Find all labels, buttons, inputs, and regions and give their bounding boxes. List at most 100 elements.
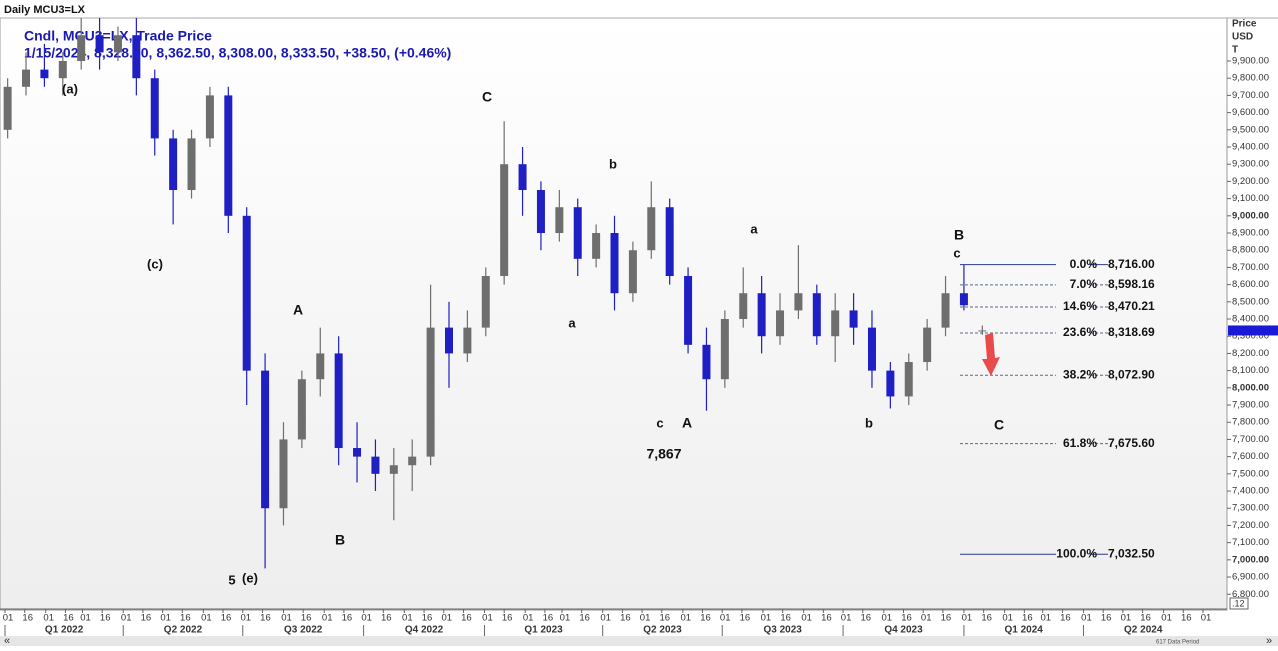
candle-body (720, 319, 729, 380)
y-tick-label: 8,000.00 (1232, 382, 1269, 393)
x-tick-label: 01 (882, 613, 893, 624)
x-tick-label: 16 (780, 613, 791, 624)
x-tick-label: 01 (3, 613, 14, 624)
title-bar (0, 0, 1278, 18)
y-tick-label: 8,500.00 (1232, 296, 1269, 307)
candle-body (500, 164, 509, 277)
x-tick-label: 16 (63, 613, 74, 624)
candle-body (978, 330, 987, 332)
x-tick-label: 16 (700, 613, 711, 624)
candle-body (665, 207, 674, 277)
wave-label: a (568, 315, 576, 330)
y-tick-label: 9,300.00 (1232, 159, 1269, 170)
zoom-value[interactable]: .12 (1232, 598, 1245, 608)
wave-label: c (953, 245, 960, 260)
zoom-box[interactable] (1229, 597, 1249, 610)
y-tick-label: 9,000.00 (1232, 210, 1269, 221)
candle-body (40, 69, 49, 79)
fib-pct-label: 23.6% (1063, 325, 1097, 339)
x-tick-label: 16 (981, 613, 992, 624)
candle-body (169, 138, 178, 191)
wave-label: (c) (147, 256, 163, 271)
candle-body (261, 370, 270, 509)
y-tick-label: 8,900.00 (1232, 228, 1269, 239)
candle-body (95, 35, 104, 53)
y-tick-label: 9,800.00 (1232, 73, 1269, 84)
x-tick-label: 01 (1161, 613, 1172, 624)
candle-body (224, 95, 233, 216)
y-tick-label: 9,100.00 (1232, 193, 1269, 204)
candle-body (22, 69, 31, 87)
candle-body (77, 35, 86, 62)
candle-body (757, 293, 766, 337)
data-period: 617 Data Period (1156, 640, 1199, 646)
fib-pct-label: 7.0% (1070, 277, 1098, 291)
x-tick-label: 01 (640, 613, 651, 624)
candle-body (334, 353, 343, 449)
wave-label: (a) (62, 81, 78, 96)
low-label: 7,867 (646, 446, 681, 462)
candle-body (518, 164, 527, 191)
candle-body (408, 456, 417, 466)
x-tick-label: 01 (1121, 613, 1132, 624)
candle-body (463, 327, 472, 354)
x-tick-label: 16 (22, 613, 33, 624)
axis-header: USD (1232, 32, 1253, 43)
chart-title: Daily MCU3=LX (4, 4, 86, 16)
quarter-label: Q3 2023 (763, 625, 802, 636)
y-tick-label: 6,800.00 (1232, 589, 1269, 600)
quarter-label: Q2 2023 (643, 625, 682, 636)
x-tick-label: 01 (1040, 613, 1051, 624)
x-tick-label: 16 (740, 613, 751, 624)
x-tick-label: 01 (1201, 613, 1212, 624)
scroll-left[interactable]: « (4, 635, 10, 647)
wave-label: B (335, 532, 345, 548)
candle-body (592, 233, 601, 259)
quarter-label: Q3 2022 (284, 625, 323, 636)
wave-label: a (750, 221, 758, 236)
x-tick-label: 01 (761, 613, 772, 624)
scroll-right[interactable]: » (1266, 635, 1272, 647)
x-tick-label: 01 (240, 613, 251, 624)
y-tick-label: 9,500.00 (1232, 124, 1269, 135)
candle-body (150, 78, 159, 139)
y-tick-label: 8,100.00 (1232, 365, 1269, 376)
candle-body (205, 95, 214, 139)
x-tick-label: 16 (660, 613, 671, 624)
x-tick-label: 16 (1140, 613, 1151, 624)
x-tick-label: 16 (461, 613, 472, 624)
quarter-label: Q1 2023 (524, 625, 563, 636)
candle-body (831, 310, 840, 337)
wave-label: C (994, 417, 1004, 433)
x-tick-label: 01 (801, 613, 812, 624)
candle-body (132, 35, 141, 79)
wave-label: b (865, 415, 873, 430)
candle-body (371, 456, 380, 474)
candle-body (279, 439, 288, 509)
x-tick-label: 16 (221, 613, 232, 624)
fib-pct-label: 61.8% (1063, 436, 1097, 450)
x-tick-label: 16 (901, 613, 912, 624)
axis-header: Price (1232, 19, 1257, 30)
x-tick-label: 16 (180, 613, 191, 624)
y-tick-label: 8,200.00 (1232, 348, 1269, 359)
y-tick-label: 9,700.00 (1232, 90, 1269, 101)
last-price-tag (1228, 325, 1278, 336)
candle-body (316, 353, 325, 380)
y-tick-label: 8,400.00 (1232, 314, 1269, 325)
y-tick-label: 7,600.00 (1232, 451, 1269, 462)
fib-price-label: 8,716.00 (1108, 257, 1155, 271)
candle-body (794, 293, 803, 311)
candle-body (684, 276, 693, 345)
quarter-label: Q1 2022 (45, 625, 84, 636)
x-tick-label: 16 (342, 613, 353, 624)
x-tick-label: 01 (402, 613, 413, 624)
y-tick-label: 9,400.00 (1232, 142, 1269, 153)
y-tick-label: 7,100.00 (1232, 537, 1269, 548)
fib-price-label: 8,470.21 (1108, 299, 1155, 313)
x-tick-label: 01 (600, 613, 611, 624)
fib-pct-label: 14.6% (1063, 299, 1097, 313)
candle-body (58, 61, 67, 79)
wave-label: b (609, 156, 617, 171)
candle-body (628, 250, 637, 294)
